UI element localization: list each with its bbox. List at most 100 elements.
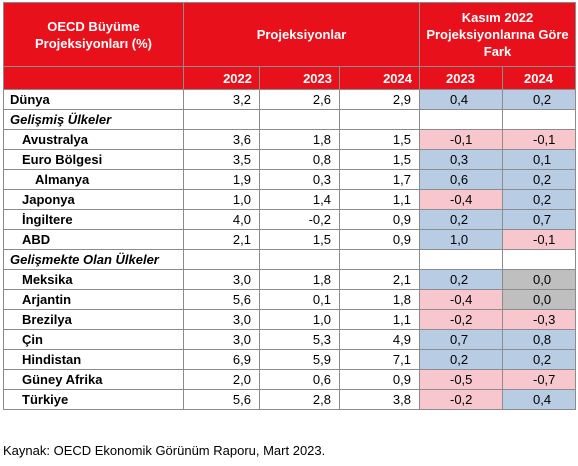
empty-cell bbox=[339, 109, 420, 130]
table-row: Avustralya 3,6 1,8 1,5 -0,1 -0,1 bbox=[3, 129, 577, 150]
projection-value-cell: -0,2 bbox=[259, 209, 340, 230]
diff-value-cell: 0,3 bbox=[419, 149, 503, 170]
diff-value-cell: -0,4 bbox=[419, 289, 503, 310]
diff-value-cell: -0,1 bbox=[501, 229, 577, 250]
diff-value-cell: 0,0 bbox=[501, 289, 577, 310]
diff-value-cell: 0,7 bbox=[501, 209, 577, 230]
projections-header: Projeksiyonlar bbox=[183, 2, 420, 67]
projection-value-cell: 1,5 bbox=[339, 129, 420, 150]
projection-value-cell: 3,0 bbox=[183, 329, 260, 350]
projection-value-cell: 1,8 bbox=[259, 129, 340, 150]
country-name: Türkiye bbox=[3, 389, 184, 410]
projection-value-cell: 1,7 bbox=[339, 169, 420, 190]
diff-year-header-2023: 2023 bbox=[419, 66, 503, 90]
header-row-top: OECD Büyüme Projeksiyonları (%) Projeksi… bbox=[3, 2, 577, 67]
country-name: Arjantin bbox=[3, 289, 184, 310]
projection-value-cell: 5,6 bbox=[183, 389, 260, 410]
diff-value-cell: 0,6 bbox=[419, 169, 503, 190]
empty-cell bbox=[419, 109, 503, 130]
projection-value-cell: 0,6 bbox=[259, 369, 340, 390]
diff-value-cell: -0,5 bbox=[419, 369, 503, 390]
empty-cell bbox=[183, 249, 260, 270]
projection-value-cell: 6,9 bbox=[183, 349, 260, 370]
projection-value-cell: 1,1 bbox=[339, 189, 420, 210]
projection-value-cell: 4,0 bbox=[183, 209, 260, 230]
country-name: Avustralya bbox=[3, 129, 184, 150]
projection-value-cell: 3,2 bbox=[183, 89, 260, 110]
diff-value-cell: 0,8 bbox=[501, 329, 577, 350]
projection-value-cell: 5,3 bbox=[259, 329, 340, 350]
projection-value-cell: 3,0 bbox=[183, 309, 260, 330]
table-row: Arjantin 5,6 0,1 1,8 -0,4 0,0 bbox=[3, 289, 577, 310]
group-row: Gelişmiş Ülkeler bbox=[3, 109, 577, 130]
projection-value-cell: 2,6 bbox=[259, 89, 340, 110]
country-name: Meksika bbox=[3, 269, 184, 290]
empty-cell bbox=[183, 109, 260, 130]
projection-value-cell: 0,8 bbox=[259, 149, 340, 170]
table-body: OECD Büyüme Projeksiyonları (%) Projeksi… bbox=[3, 2, 577, 410]
table-row: Dünya 3,2 2,6 2,9 0,4 0,2 bbox=[3, 89, 577, 110]
source-note: Kaynak: OECD Ekonomik Görünüm Raporu, Ma… bbox=[3, 443, 326, 458]
diff-value-cell: -0,2 bbox=[419, 389, 503, 410]
column-title-cell: OECD Büyüme Projeksiyonları (%) bbox=[3, 2, 184, 67]
projection-value-cell: 2,9 bbox=[339, 89, 420, 110]
country-name: İngiltere bbox=[3, 209, 184, 230]
projection-value-cell: 1,0 bbox=[259, 309, 340, 330]
projection-value-cell: 1,9 bbox=[183, 169, 260, 190]
projection-value-cell: 0,1 bbox=[259, 289, 340, 310]
diff-value-cell: -0,1 bbox=[419, 129, 503, 150]
projection-value-cell: 2,0 bbox=[183, 369, 260, 390]
diff-value-cell: 0,4 bbox=[419, 89, 503, 110]
projection-value-cell: 5,9 bbox=[259, 349, 340, 370]
empty-cell bbox=[501, 109, 577, 130]
projection-value-cell: 0,9 bbox=[339, 209, 420, 230]
header-row-years: 2022 2023 2024 2023 2024 bbox=[3, 66, 577, 90]
projection-value-cell: 0,9 bbox=[339, 229, 420, 250]
projection-value-cell: 1,8 bbox=[339, 289, 420, 310]
projection-value-cell: 5,6 bbox=[183, 289, 260, 310]
diff-value-cell: 1,0 bbox=[419, 229, 503, 250]
projection-value-cell: 2,1 bbox=[339, 269, 420, 290]
country-name: Çin bbox=[3, 329, 184, 350]
diff-value-cell: 0,2 bbox=[501, 349, 577, 370]
empty-cell bbox=[501, 249, 577, 270]
empty-cell bbox=[339, 249, 420, 270]
year-header-2023: 2023 bbox=[259, 66, 340, 90]
country-name: ABD bbox=[3, 229, 184, 250]
projection-value-cell: 1,5 bbox=[259, 229, 340, 250]
diff-value-cell: 0,2 bbox=[501, 189, 577, 210]
projection-value-cell: 2,8 bbox=[259, 389, 340, 410]
projection-value-cell: 1,1 bbox=[339, 309, 420, 330]
diff-value-cell: -0,1 bbox=[501, 129, 577, 150]
projection-value-cell: 3,0 bbox=[183, 269, 260, 290]
table-row: Euro Bölgesi 3,5 0,8 1,5 0,3 0,1 bbox=[3, 149, 577, 170]
diff-value-cell: -0,2 bbox=[419, 309, 503, 330]
diff-value-cell: -0,3 bbox=[501, 309, 577, 330]
table-row: Almanya 1,9 0,3 1,7 0,6 0,2 bbox=[3, 169, 577, 190]
projection-value-cell: 0,3 bbox=[259, 169, 340, 190]
diff-value-cell: 0,2 bbox=[501, 169, 577, 190]
diff-value-cell: -0,4 bbox=[419, 189, 503, 210]
country-name: Güney Afrika bbox=[3, 369, 184, 390]
diff-header: Kasım 2022 Projeksiyonlarına Göre Fark bbox=[418, 2, 577, 67]
table-row: Meksika 3,0 1,8 2,1 0,2 0,0 bbox=[3, 269, 577, 290]
country-name: Euro Bölgesi bbox=[3, 149, 184, 170]
country-name: Hindistan bbox=[3, 349, 184, 370]
empty-cell bbox=[259, 249, 340, 270]
diff-value-cell: 0,0 bbox=[501, 269, 577, 290]
diff-value-cell: 0,2 bbox=[419, 269, 503, 290]
group-label: Gelişmiş Ülkeler bbox=[3, 109, 184, 130]
country-name: Japonya bbox=[3, 189, 184, 210]
table-row: Türkiye 5,6 2,8 3,8 -0,2 0,4 bbox=[3, 389, 577, 410]
empty-cell bbox=[419, 249, 503, 270]
projection-value-cell: 1,5 bbox=[339, 149, 420, 170]
group-row: Gelişmekte Olan Ülkeler bbox=[3, 249, 577, 270]
table-row: Güney Afrika 2,0 0,6 0,9 -0,5 -0,7 bbox=[3, 369, 577, 390]
projection-value-cell: 3,6 bbox=[183, 129, 260, 150]
year-header-2022: 2022 bbox=[183, 66, 260, 90]
diff-value-cell: 0,7 bbox=[419, 329, 503, 350]
table-row: ABD 2,1 1,5 0,9 1,0 -0,1 bbox=[3, 229, 577, 250]
projection-value-cell: 3,8 bbox=[339, 389, 420, 410]
country-name: Dünya bbox=[3, 89, 184, 110]
